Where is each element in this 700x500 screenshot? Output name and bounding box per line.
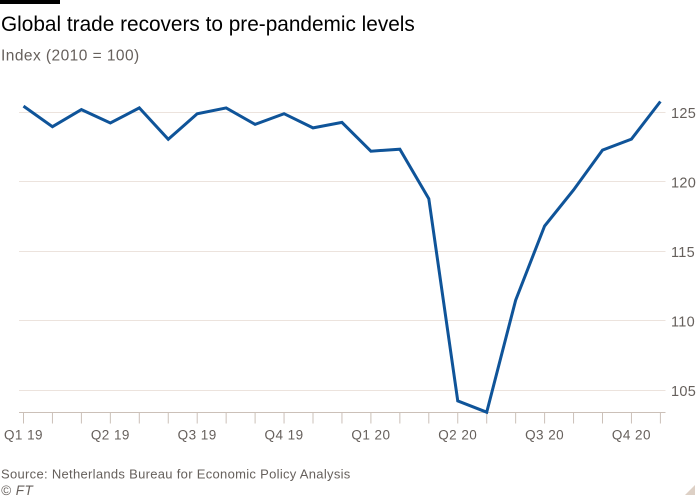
svg-text:Index (2010 = 100): Index (2010 = 100) <box>1 48 140 65</box>
svg-text:115: 115 <box>671 245 695 261</box>
svg-text:110: 110 <box>671 314 695 330</box>
svg-text:Q4 19: Q4 19 <box>265 428 304 443</box>
svg-text:Q4 20: Q4 20 <box>612 428 651 443</box>
svg-text:125: 125 <box>671 106 696 122</box>
svg-text:© FT: © FT <box>1 483 34 498</box>
svg-text:120: 120 <box>671 175 696 191</box>
svg-text:105: 105 <box>671 384 696 400</box>
svg-text:Global trade recovers to pre-p: Global trade recovers to pre-pandemic le… <box>1 13 415 36</box>
svg-text:Q3 20: Q3 20 <box>525 428 564 443</box>
svg-text:Q1 19: Q1 19 <box>4 428 43 443</box>
svg-text:Q2 20: Q2 20 <box>438 428 477 443</box>
svg-text:Source: Netherlands Bureau for: Source: Netherlands Bureau for Economic … <box>1 467 351 482</box>
svg-text:Q3 19: Q3 19 <box>178 428 217 443</box>
svg-text:Q1 20: Q1 20 <box>351 428 390 443</box>
svg-text:Q2 19: Q2 19 <box>91 428 130 443</box>
